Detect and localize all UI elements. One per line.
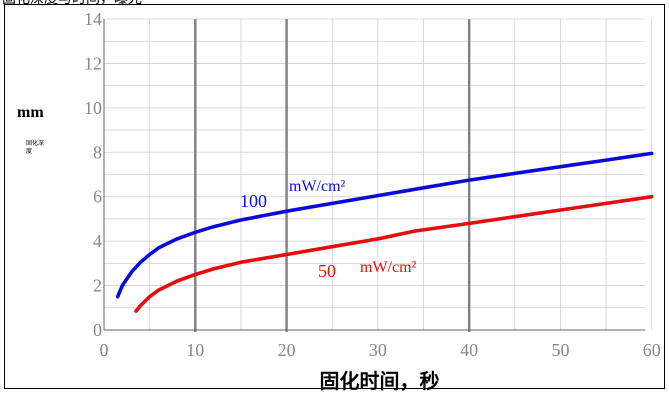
- x-tick-label: 0: [100, 340, 109, 360]
- y-tick-label: 8: [93, 142, 102, 162]
- label-layer: 0 2 4 6 8 10 12 14 0 10 20 30 40 50 60 100 mW/cm² 50 mW/cm…: [84, 9, 661, 360]
- y-tick-label: 2: [93, 276, 102, 296]
- y-tick-label: 10: [84, 98, 102, 118]
- series-line-100: [115, 151, 654, 299]
- y-tick-label: 6: [93, 187, 102, 207]
- series-label-50-value: 50: [318, 261, 336, 281]
- x-axis-title: 固化时间，秒: [319, 369, 440, 393]
- x-tick-label: 30: [369, 340, 387, 360]
- x-tick-label: 50: [551, 340, 569, 360]
- y-axis-depth-label: 固化深度: [26, 140, 45, 155]
- chart-frame: [4, 4, 665, 389]
- axis-layer: [103, 19, 645, 331]
- chart-header-text: 固化深度与时间，曝光: [2, 0, 142, 8]
- grid-layer: [104, 18, 653, 332]
- series-label-100-value: 100: [240, 191, 267, 211]
- y-tick-label: 14: [84, 9, 102, 29]
- series-layer: [115, 151, 654, 313]
- x-tick-label: 10: [186, 340, 204, 360]
- y-unit-label: mm: [17, 104, 44, 121]
- x-tick-label: 20: [278, 340, 296, 360]
- series-label-100-unit: mW/cm²: [289, 178, 346, 195]
- series-label-50-unit: mW/cm²: [360, 259, 417, 276]
- series-line-50: [134, 194, 654, 313]
- y-tick-label: 4: [93, 231, 102, 251]
- x-tick-label: 40: [460, 340, 478, 360]
- y-tick-label: 0: [93, 320, 102, 340]
- y-tick-label: 12: [84, 53, 102, 73]
- x-tick-label: 60: [643, 340, 661, 360]
